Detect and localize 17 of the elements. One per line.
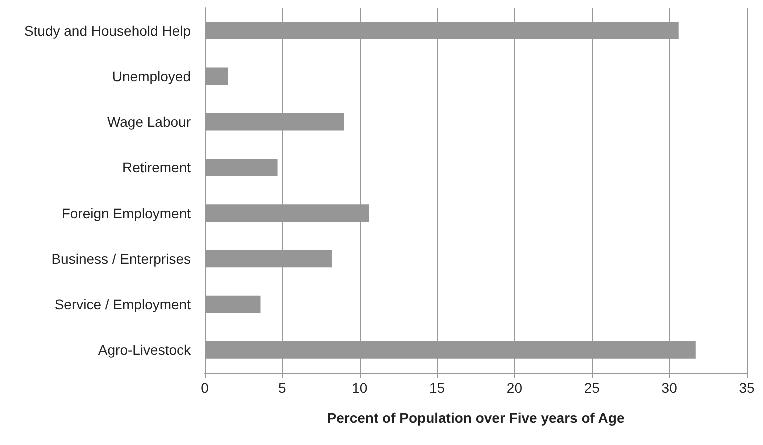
- x-tick-label: 30: [662, 380, 678, 396]
- x-tick-label: 35: [739, 380, 755, 396]
- x-tick-label: 5: [278, 380, 287, 396]
- x-tick-label: 10: [352, 380, 368, 396]
- x-tick-label: 25: [584, 380, 600, 396]
- x-tick-label: 15: [429, 380, 446, 396]
- y-tick-label: Agro-Livestock: [98, 342, 192, 358]
- y-tick-label: Study and Household Help: [24, 22, 192, 39]
- y-tick-label: Business / Enterprises: [52, 250, 191, 267]
- y-tick-label: Retirement: [122, 160, 192, 176]
- y-tick-label: Unemployed: [112, 68, 191, 84]
- y-tick-label: Service / Employment: [54, 296, 192, 313]
- y-tick-label: Wage Labour: [107, 114, 192, 130]
- y-tick-label: Foreign Employment: [62, 205, 192, 222]
- x-axis-title: Percent of Population over Five years of Age: [327, 410, 625, 426]
- x-tick-label: 0: [201, 380, 210, 396]
- x-tick-label: 20: [506, 380, 523, 396]
